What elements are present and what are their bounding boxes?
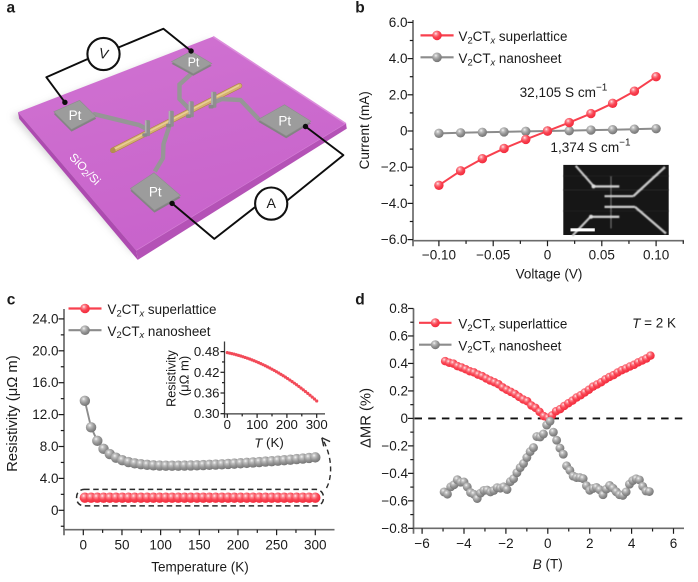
svg-text:0.05: 0.05 bbox=[589, 247, 615, 262]
svg-text:0: 0 bbox=[80, 538, 88, 553]
svg-text:(μΩ m): (μΩ m) bbox=[177, 356, 192, 396]
svg-text:c: c bbox=[7, 292, 16, 309]
svg-text:0: 0 bbox=[400, 124, 408, 139]
svg-text:150: 150 bbox=[188, 538, 211, 553]
svg-text:100: 100 bbox=[149, 538, 172, 553]
svg-text:0.4: 0.4 bbox=[389, 356, 408, 371]
svg-text:−2: −2 bbox=[498, 536, 513, 551]
svg-text:B (T): B (T) bbox=[533, 556, 563, 571]
svg-text:V2CTx superlattice: V2CTx superlattice bbox=[108, 302, 217, 318]
svg-text:20.0: 20.0 bbox=[32, 343, 58, 358]
svg-text:−0.10: −0.10 bbox=[422, 247, 456, 262]
svg-text:2.0: 2.0 bbox=[389, 87, 408, 102]
svg-text:12.0: 12.0 bbox=[32, 407, 58, 422]
svg-text:Pt: Pt bbox=[69, 108, 82, 123]
svg-text:250: 250 bbox=[265, 538, 288, 553]
svg-text:a: a bbox=[6, 0, 15, 17]
svg-text:6.0: 6.0 bbox=[389, 15, 408, 30]
svg-text:−4: −4 bbox=[456, 536, 472, 551]
svg-text:100: 100 bbox=[246, 417, 268, 432]
svg-text:8.0: 8.0 bbox=[40, 439, 59, 454]
svg-text:V2CTx nanosheet: V2CTx nanosheet bbox=[108, 323, 211, 339]
svg-text:0: 0 bbox=[224, 417, 231, 432]
svg-text:16.0: 16.0 bbox=[32, 375, 58, 390]
svg-text:6: 6 bbox=[670, 536, 678, 551]
svg-text:0.2: 0.2 bbox=[389, 383, 408, 398]
svg-text:d: d bbox=[355, 292, 364, 309]
svg-text:V: V bbox=[97, 46, 111, 64]
svg-text:−0.2: −0.2 bbox=[381, 438, 408, 453]
svg-text:A: A bbox=[266, 196, 276, 212]
svg-text:−6: −6 bbox=[414, 536, 429, 551]
svg-text:0.30: 0.30 bbox=[194, 406, 220, 421]
svg-text:T = 2 K: T = 2 K bbox=[632, 315, 676, 330]
svg-text:0.10: 0.10 bbox=[643, 247, 669, 262]
svg-text:0: 0 bbox=[51, 503, 59, 518]
svg-text:−0.6: −0.6 bbox=[381, 493, 408, 508]
svg-text:Pt: Pt bbox=[149, 185, 162, 200]
svg-text:32,105 S cm−1: 32,105 S cm−1 bbox=[520, 82, 608, 100]
svg-text:Resistivity (μΩ m): Resistivity (μΩ m) bbox=[5, 355, 21, 472]
svg-text:4.0: 4.0 bbox=[389, 51, 408, 66]
svg-text:300: 300 bbox=[304, 538, 327, 553]
svg-text:1,374 S cm−1: 1,374 S cm−1 bbox=[550, 137, 631, 155]
svg-text:Temperature (K): Temperature (K) bbox=[151, 559, 249, 574]
svg-text:−4.0: −4.0 bbox=[381, 196, 408, 211]
svg-text:0.8: 0.8 bbox=[389, 301, 408, 316]
svg-text:−2.0: −2.0 bbox=[381, 160, 408, 175]
svg-text:−0.4: −0.4 bbox=[381, 466, 408, 481]
svg-text:Current (mA): Current (mA) bbox=[357, 91, 372, 169]
svg-text:V2CTx nanosheet: V2CTx nanosheet bbox=[459, 50, 562, 66]
svg-text:−0.8: −0.8 bbox=[381, 521, 408, 536]
svg-text:−0.05: −0.05 bbox=[476, 247, 510, 262]
svg-text:0.42: 0.42 bbox=[194, 365, 220, 380]
svg-text:V2CTx nanosheet: V2CTx nanosheet bbox=[458, 338, 561, 354]
svg-text:300: 300 bbox=[306, 417, 328, 432]
svg-text:−6.0: −6.0 bbox=[381, 232, 408, 247]
svg-text:0: 0 bbox=[544, 536, 552, 551]
svg-text:4.0: 4.0 bbox=[40, 471, 59, 486]
svg-text:V2CTx superlattice: V2CTx superlattice bbox=[458, 316, 567, 332]
svg-text:4: 4 bbox=[628, 536, 636, 551]
svg-text:V2CTx superlattice: V2CTx superlattice bbox=[459, 29, 568, 45]
svg-text:Voltage (V): Voltage (V) bbox=[516, 267, 583, 282]
svg-text:Resistivity: Resistivity bbox=[165, 349, 179, 406]
svg-text:50: 50 bbox=[114, 538, 129, 553]
svg-text:T (K): T (K) bbox=[254, 435, 284, 450]
svg-text:200: 200 bbox=[227, 538, 250, 553]
svg-text:0.36: 0.36 bbox=[194, 386, 220, 401]
svg-text:24.0: 24.0 bbox=[32, 311, 58, 326]
svg-text:ΔMR (%): ΔMR (%) bbox=[359, 388, 375, 448]
svg-text:Pt: Pt bbox=[278, 114, 291, 129]
svg-text:200: 200 bbox=[276, 417, 298, 432]
svg-text:0.48: 0.48 bbox=[194, 344, 220, 359]
svg-text:b: b bbox=[355, 0, 364, 17]
svg-text:0: 0 bbox=[400, 411, 408, 426]
svg-text:0.6: 0.6 bbox=[389, 328, 408, 343]
svg-text:2: 2 bbox=[586, 536, 594, 551]
svg-text:Pt: Pt bbox=[188, 56, 200, 70]
svg-text:0: 0 bbox=[544, 247, 552, 262]
